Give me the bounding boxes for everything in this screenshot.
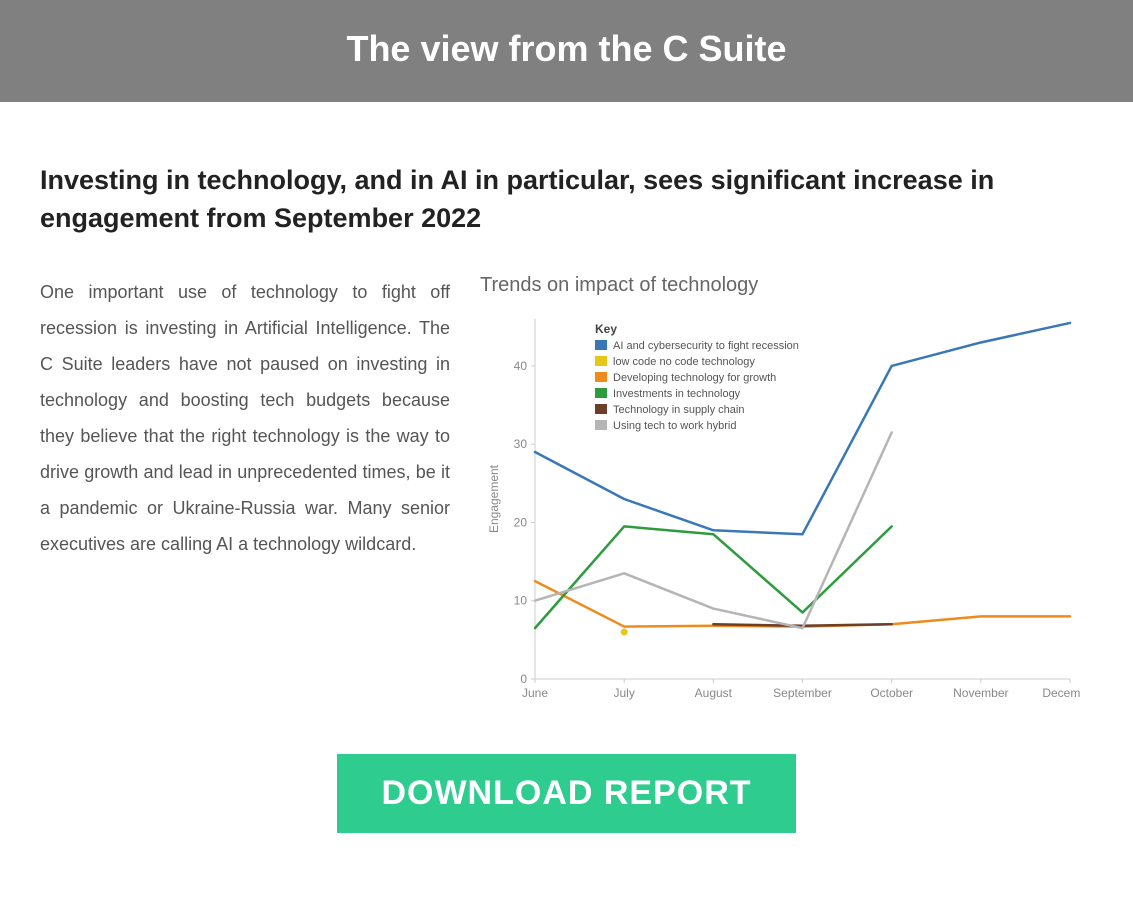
svg-text:August: August [695, 686, 733, 700]
svg-text:Key: Key [595, 322, 617, 336]
svg-text:0: 0 [520, 672, 527, 686]
svg-text:Technology in supply chain: Technology in supply chain [613, 404, 744, 416]
line-chart: 0 10 20 30 40 June July August September October N… [480, 309, 1080, 719]
svg-text:20: 20 [514, 515, 528, 529]
svg-text:December: December [1042, 686, 1080, 700]
main-content: Investing in technology, and in AI in pa… [0, 102, 1133, 863]
line-chart-svg: 0 10 20 30 40 June July August September October N… [480, 309, 1080, 719]
svg-text:Investments in technology: Investments in technology [613, 388, 741, 400]
svg-text:November: November [953, 686, 1008, 700]
svg-text:September: September [773, 686, 832, 700]
two-column-layout: One important use of technology to fight… [40, 274, 1093, 719]
svg-text:30: 30 [514, 437, 528, 451]
download-report-button[interactable]: DOWNLOAD REPORT [337, 754, 795, 833]
page-title: The view from the C Suite [346, 28, 786, 69]
svg-text:Developing technology for grow: Developing technology for growth [613, 372, 776, 384]
svg-text:10: 10 [514, 593, 528, 607]
svg-text:July: July [613, 686, 634, 700]
body-paragraph: One important use of technology to fight… [40, 274, 450, 719]
svg-text:Engagement: Engagement [487, 464, 501, 533]
svg-text:October: October [870, 686, 913, 700]
chart-area: Trends on impact of technology 0 10 20 30 40… [480, 274, 1093, 719]
cta-wrap: DOWNLOAD REPORT [40, 754, 1093, 833]
chart-title: Trends on impact of technology [480, 274, 1093, 297]
svg-text:Using tech to work hybrid: Using tech to work hybrid [613, 420, 737, 432]
header-banner: The view from the C Suite [0, 0, 1133, 102]
svg-text:low code no code technology: low code no code technology [613, 356, 755, 368]
svg-text:40: 40 [514, 359, 528, 373]
subheading: Investing in technology, and in AI in pa… [40, 162, 1093, 238]
svg-text:June: June [522, 686, 548, 700]
svg-text:AI and cybersecurity to fight: AI and cybersecurity to fight recession [613, 340, 799, 352]
